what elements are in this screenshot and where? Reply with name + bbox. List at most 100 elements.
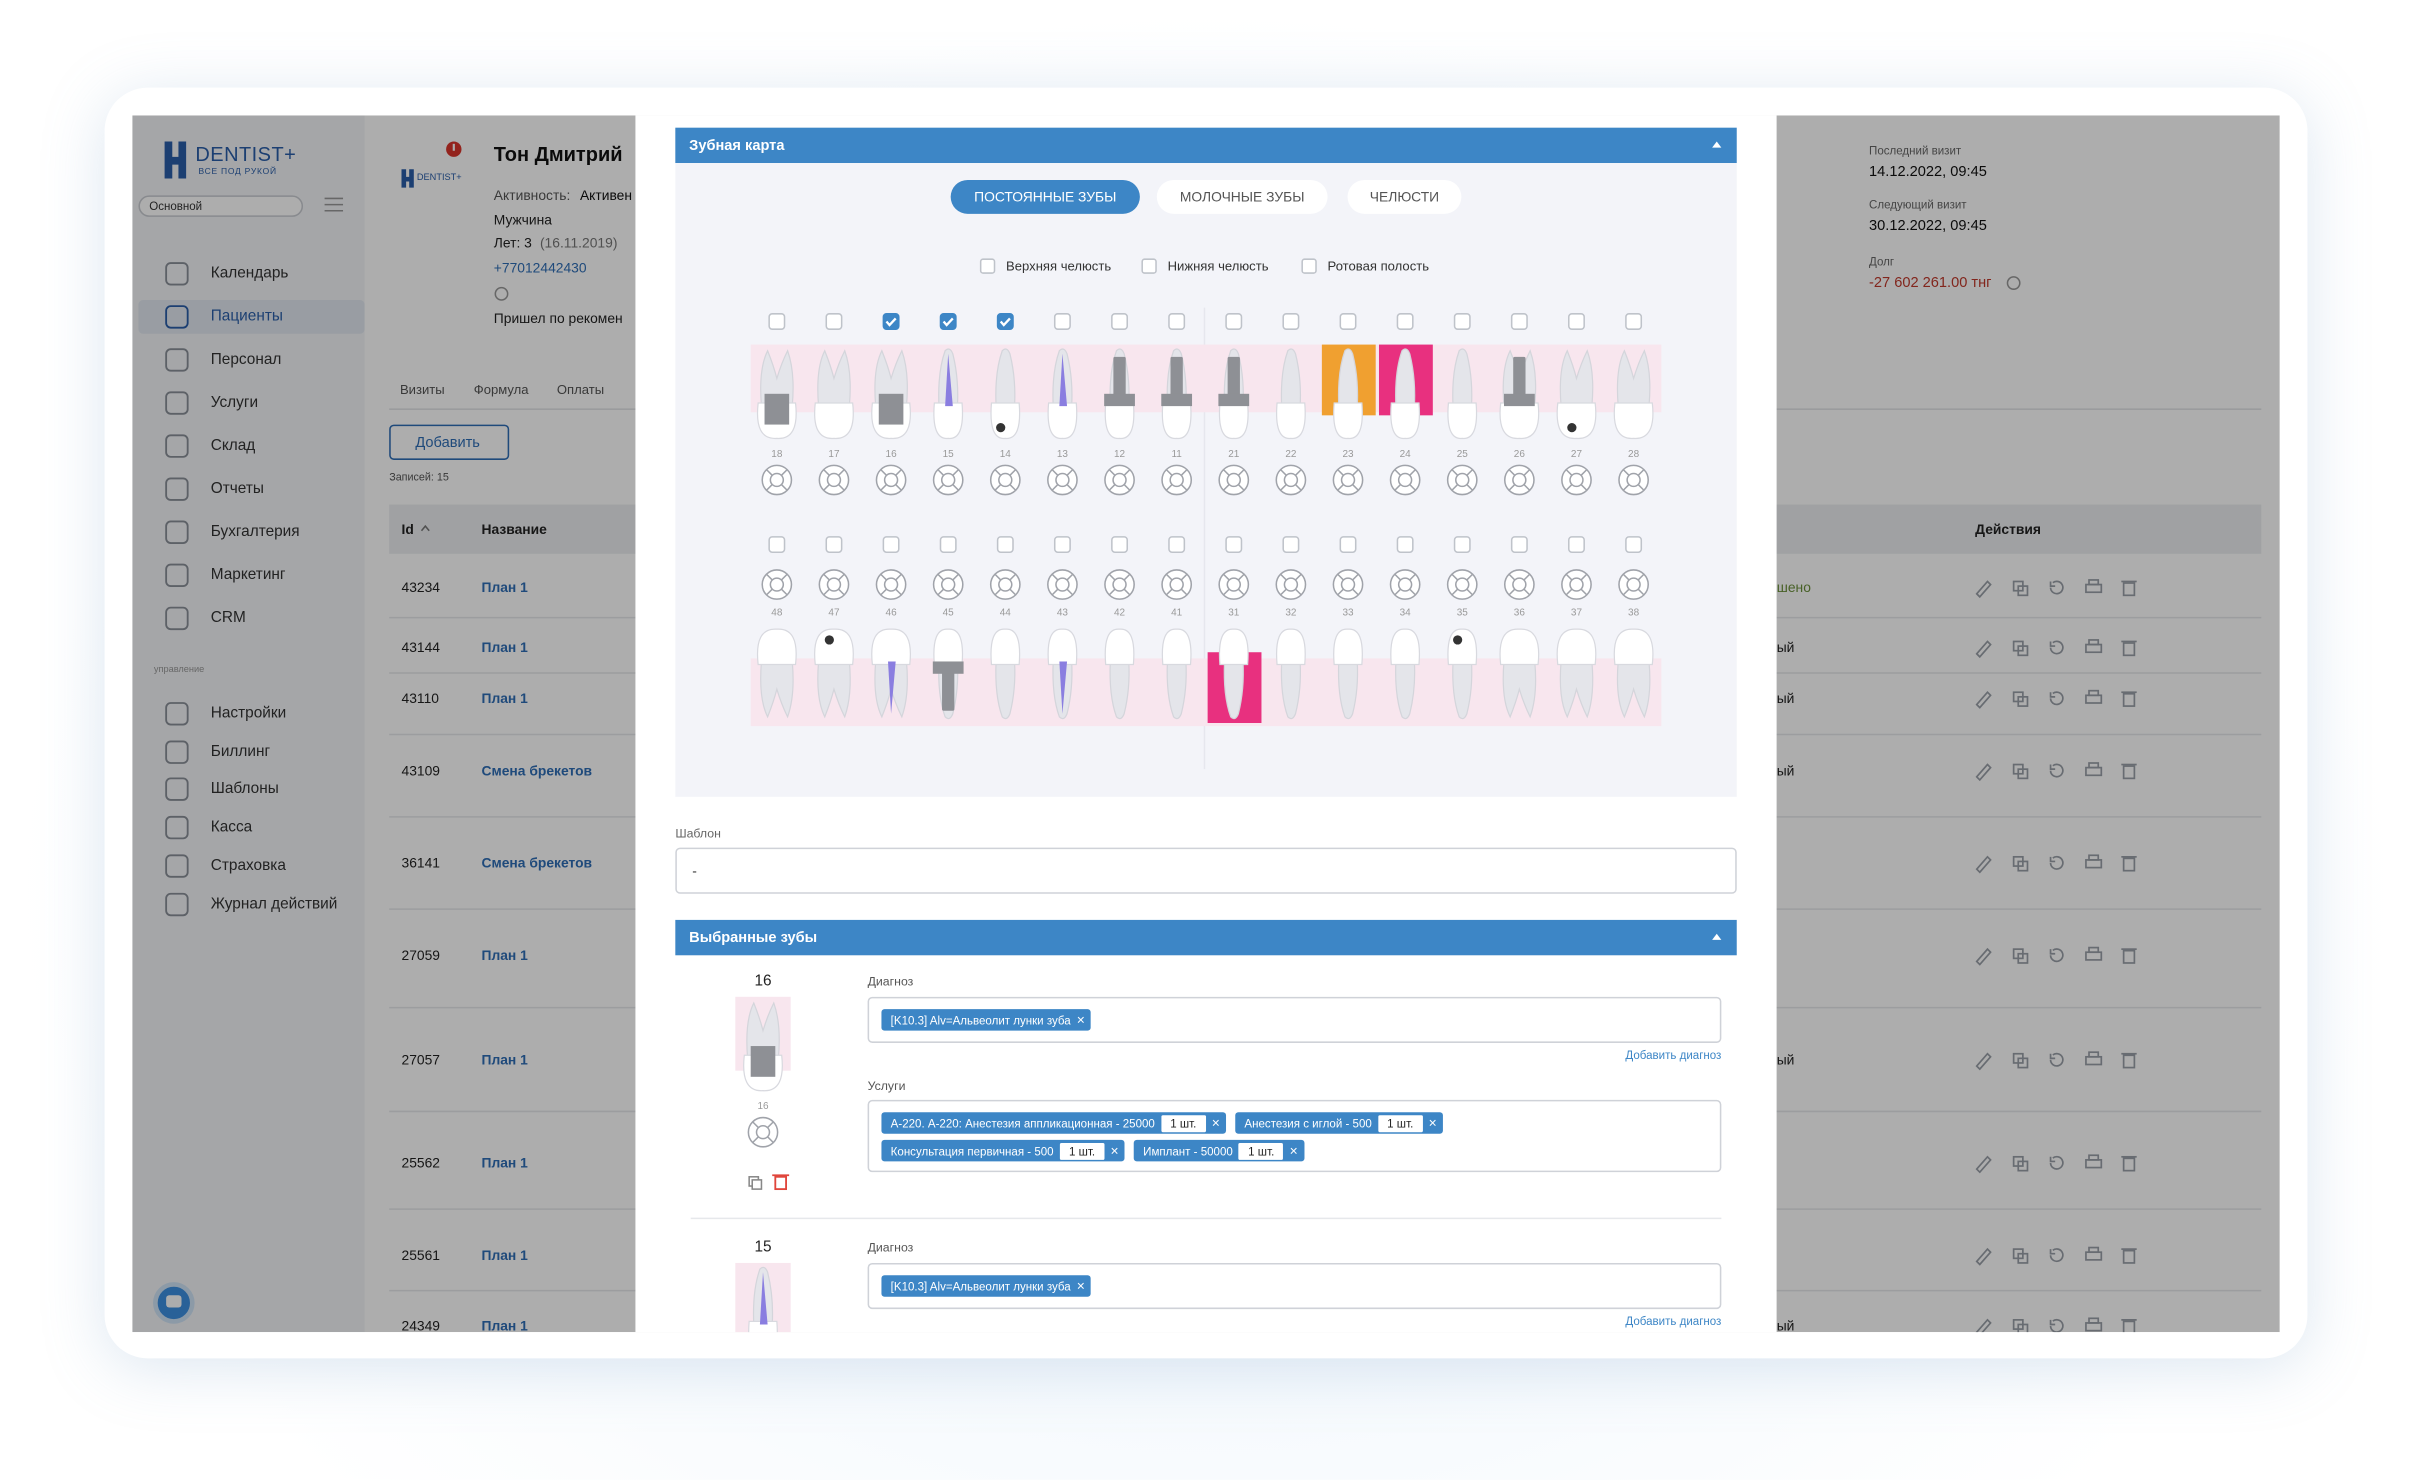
- icon-shape: [1975, 1155, 1992, 1174]
- chip-quantity[interactable]: 1 шт.: [1238, 1142, 1284, 1160]
- icon-shape: [2088, 579, 2100, 586]
- symbol-divider: [1237, 573, 1245, 581]
- menu-item[interactable]: Пациенты: [210, 308, 283, 326]
- menu-item[interactable]: Маркетинг: [210, 566, 286, 584]
- referral-source: Пришел по рекомен: [493, 310, 623, 327]
- patient-tab[interactable]: Формула: [473, 381, 529, 397]
- row-name[interactable]: План 1: [481, 579, 528, 596]
- add-diagnosis-link[interactable]: Добавить диагноз: [1625, 1314, 1722, 1329]
- patient-name: Тон Дмитрий: [493, 142, 623, 166]
- symbol-divider: [767, 1136, 774, 1144]
- chip-quantity[interactable]: 1 шт.: [1161, 1114, 1206, 1132]
- tooth-surface-symbol: [989, 464, 1021, 496]
- patient-tab[interactable]: Визиты: [399, 381, 445, 397]
- symbol-divider: [1409, 588, 1416, 596]
- undo-icon: [2049, 855, 2064, 870]
- option-checkbox[interactable]: [1141, 258, 1157, 274]
- row-name[interactable]: План 1: [481, 1052, 528, 1068]
- undo-icon: [2049, 1155, 2064, 1170]
- menu-item[interactable]: Биллинг: [210, 743, 271, 761]
- menu-item[interactable]: Календарь: [210, 265, 289, 283]
- menu-item[interactable]: Журнал действий: [210, 896, 338, 913]
- tooth-checkbox: [939, 536, 957, 554]
- symbol-divider: [1394, 573, 1402, 581]
- icon-shape: [2049, 580, 2064, 595]
- tooth-crown: [933, 628, 964, 666]
- menu-item[interactable]: Бухгалтерия: [210, 523, 300, 541]
- symbol-divider: [994, 588, 1002, 596]
- menu-item[interactable]: Страховка: [210, 857, 286, 875]
- chip-quantity[interactable]: 1 шт.: [1377, 1114, 1423, 1132]
- menu-item[interactable]: Персонал: [210, 351, 282, 369]
- tooth-number: 43: [1057, 607, 1069, 618]
- service-chip[interactable]: Консультация первичная - 500 1 шт. ×: [881, 1139, 1125, 1162]
- delete-icon: [2121, 580, 2137, 597]
- patient-tab[interactable]: Оплаты: [556, 381, 605, 397]
- template-select[interactable]: [675, 847, 1737, 894]
- services-select[interactable]: А-220. А-220: Анестезия аппликационная -…: [867, 1099, 1722, 1173]
- symbol-divider: [1637, 484, 1645, 491]
- tooth-checkbox: [1339, 536, 1357, 554]
- selected-tooth-preview: [735, 996, 791, 1092]
- diagnosis-chip[interactable]: [K10.3] Alv=Альвеолит лунки зуба ×: [881, 1275, 1092, 1297]
- tooth-surface-symbol: [989, 569, 1021, 600]
- add-diagnosis-link[interactable]: Добавить диагноз: [1625, 1048, 1722, 1063]
- menu-item[interactable]: CRM: [210, 609, 246, 627]
- menu-item[interactable]: Шаблоны: [210, 780, 279, 798]
- tooth-surface-symbol: [1389, 569, 1421, 600]
- chart-tab[interactable]: [950, 179, 1140, 214]
- chip-remove[interactable]: ×: [1289, 1142, 1298, 1158]
- tooth-root: [1109, 660, 1130, 720]
- section-title: Выбранные зубы: [689, 929, 818, 947]
- diagnosis-chip[interactable]: [K10.3] Alv=Альвеолит лунки зуба ×: [881, 1009, 1092, 1031]
- option-checkbox[interactable]: [979, 258, 996, 274]
- menu-item[interactable]: Касса: [210, 819, 253, 837]
- menu-item[interactable]: Отчеты: [210, 480, 264, 498]
- symbol-divider: [937, 573, 945, 581]
- tooth-checkbox: [1225, 313, 1243, 330]
- symbol-divider: [1637, 469, 1645, 476]
- tooth-root: [995, 660, 1016, 720]
- chart-tab[interactable]: [1347, 179, 1462, 214]
- chip-remove[interactable]: ×: [1076, 1011, 1085, 1027]
- row-name[interactable]: План 1: [481, 1247, 528, 1263]
- row-name[interactable]: План 1: [481, 947, 528, 963]
- tooth-number: 13: [1057, 449, 1069, 460]
- chip-quantity[interactable]: 1 шт.: [1059, 1142, 1105, 1160]
- row-name[interactable]: Смена брекетов: [481, 855, 593, 871]
- menu-item[interactable]: Настройки: [210, 705, 287, 723]
- implant-base: [932, 661, 964, 674]
- diagnosis-select[interactable]: [K10.3] Alv=Альвеолит лунки зуба ×: [867, 1262, 1722, 1310]
- row-name[interactable]: План 1: [481, 639, 528, 656]
- chip-remove[interactable]: ×: [1110, 1142, 1119, 1158]
- diagnosis-select[interactable]: [K10.3] Alv=Альвеолит лунки зуба ×: [867, 996, 1722, 1043]
- icon-shape: [2122, 1054, 2136, 1069]
- symbol-divider: [1466, 469, 1474, 476]
- column-header: Id: [401, 521, 414, 537]
- chip-remove[interactable]: ×: [1211, 1114, 1220, 1130]
- icon-shape: [2049, 1155, 2064, 1170]
- icon-shape: [2122, 582, 2136, 597]
- row-name[interactable]: Смена брекетов: [481, 762, 593, 779]
- row-name[interactable]: План 1: [481, 1155, 528, 1171]
- branch-select[interactable]: [138, 195, 304, 217]
- row-name[interactable]: План 1: [481, 690, 528, 707]
- symbol-divider: [1451, 484, 1459, 491]
- chip-remove[interactable]: ×: [1428, 1114, 1437, 1130]
- service-chip[interactable]: Имплант - 50000 1 шт. ×: [1133, 1139, 1304, 1162]
- service-chip[interactable]: А-220. А-220: Анестезия аппликационная -…: [881, 1112, 1226, 1134]
- symbol-divider: [1565, 573, 1573, 581]
- edit-icon: [1975, 947, 1992, 966]
- phone[interactable]: +77012442430: [493, 259, 587, 276]
- row-name[interactable]: План 1: [481, 1318, 528, 1334]
- add-button[interactable]: [389, 424, 510, 460]
- service-chip[interactable]: Анестезия с иглой - 500 1 шт. ×: [1235, 1112, 1443, 1134]
- menu-item[interactable]: Склад: [210, 437, 256, 455]
- chart-tab[interactable]: [1156, 179, 1328, 214]
- copy-icon: [2012, 1319, 2029, 1333]
- option-checkbox[interactable]: [1301, 258, 1317, 274]
- chip-remove[interactable]: ×: [1076, 1277, 1085, 1293]
- menu-item[interactable]: Услуги: [210, 394, 259, 412]
- symbol-divider: [1108, 588, 1116, 596]
- copy-icon: [2012, 580, 2029, 597]
